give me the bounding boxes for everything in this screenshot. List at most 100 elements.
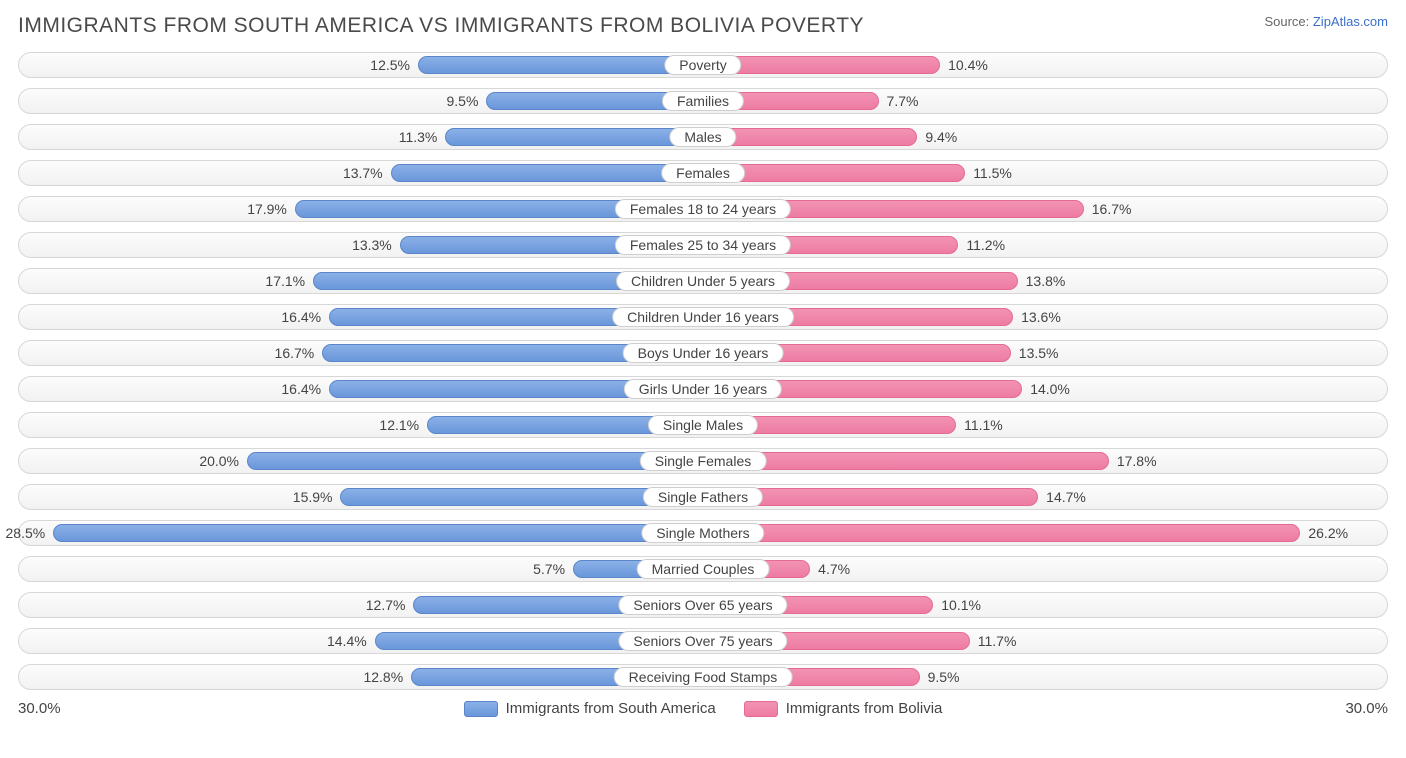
legend-item-right: Immigrants from Bolivia <box>744 700 943 717</box>
header: IMMIGRANTS FROM SOUTH AMERICA VS IMMIGRA… <box>18 14 1388 38</box>
axis-max-right: 30.0% <box>1345 700 1388 717</box>
bar-track: 16.4% 14.0% Girls Under 16 years <box>18 376 1388 402</box>
bar-value-left: 20.0% <box>202 449 247 473</box>
bar-value-right: 14.7% <box>1038 485 1083 509</box>
bar-track: 16.7% 13.5% Boys Under 16 years <box>18 340 1388 366</box>
category-label: Children Under 5 years <box>616 271 790 291</box>
category-label: Receiving Food Stamps <box>614 667 793 687</box>
source-link[interactable]: ZipAtlas.com <box>1313 14 1388 29</box>
bar-value-right: 9.4% <box>917 125 962 149</box>
bar-half-left: 15.9% <box>19 485 703 509</box>
category-label: Children Under 16 years <box>612 307 794 327</box>
diverging-bar-chart: 12.5%10.4%Poverty9.5%7.7%Families11.3%9.… <box>18 52 1388 690</box>
bar-value-left: 16.4% <box>284 377 329 401</box>
bar-value-right: 17.8% <box>1109 449 1154 473</box>
bar-value-right: 11.1% <box>956 413 1001 437</box>
bar-value-right: 16.7% <box>1084 197 1129 221</box>
bar-value-left: 17.9% <box>250 197 295 221</box>
category-label: Seniors Over 75 years <box>618 631 787 651</box>
bar-half-left: 16.4% <box>19 305 703 329</box>
bar-track: 12.1% 11.1% Single Males <box>18 412 1388 438</box>
bar-value-right: 11.7% <box>970 629 1015 653</box>
bar-right <box>703 524 1300 542</box>
bar-half-right: 7.7% <box>703 89 1387 113</box>
bar-value-right: 10.1% <box>933 593 978 617</box>
bar-half-left: 20.0% <box>19 449 703 473</box>
category-label: Single Mothers <box>641 523 764 543</box>
bar-value-left: 28.5% <box>8 521 53 545</box>
bar-value-right: 14.0% <box>1022 377 1067 401</box>
bar-value-right: 10.4% <box>940 53 985 77</box>
bar-half-left: 17.1% <box>19 269 703 293</box>
bar-track: 12.8%9.5%Receiving Food Stamps <box>18 664 1388 690</box>
bar-value-right: 26.2% <box>1300 521 1345 545</box>
bar-value-right: 11.5% <box>965 161 1010 185</box>
axis-max-left: 30.0% <box>18 700 61 717</box>
bar-half-left: 12.1% <box>19 413 703 437</box>
bar-track: 12.5%10.4%Poverty <box>18 52 1388 78</box>
category-label: Single Fathers <box>643 487 763 507</box>
bar-value-right: 13.8% <box>1018 269 1063 293</box>
bar-half-right: 4.7% <box>703 557 1387 581</box>
bar-half-left: 16.7% <box>19 341 703 365</box>
bar-value-left: 13.7% <box>346 161 391 185</box>
legend-label-right: Immigrants from Bolivia <box>786 700 943 717</box>
bar-value-left: 9.5% <box>441 89 486 113</box>
bar-half-right: 17.8% <box>703 449 1387 473</box>
bar-half-right: 9.5% <box>703 665 1387 689</box>
bar-half-right: 13.5% <box>703 341 1387 365</box>
bar-track: 9.5% 7.7% Families <box>18 88 1388 114</box>
legend-label-left: Immigrants from South America <box>506 700 716 717</box>
bar-half-left: 13.3% <box>19 233 703 257</box>
bar-track: 5.7% 4.7% Married Couples <box>18 556 1388 582</box>
bar-track: 16.4%13.6%Children Under 16 years <box>18 304 1388 330</box>
bar-left <box>53 524 703 542</box>
bar-half-right: 9.4% <box>703 125 1387 149</box>
bar-left <box>247 452 703 470</box>
bar-half-left: 12.8% <box>19 665 703 689</box>
category-label: Seniors Over 65 years <box>618 595 787 615</box>
category-label: Males <box>669 127 736 147</box>
bar-track: 15.9% 14.7% Single Fathers <box>18 484 1388 510</box>
bar-half-left: 12.5% <box>19 53 703 77</box>
bar-half-left: 13.7% <box>19 161 703 185</box>
bar-value-right: 4.7% <box>810 557 855 581</box>
category-label: Girls Under 16 years <box>624 379 782 399</box>
bar-value-left: 17.1% <box>268 269 313 293</box>
legend-swatch-blue <box>464 701 498 717</box>
bar-track: 28.5%26.2%Single Mothers <box>18 520 1388 546</box>
category-label: Single Females <box>640 451 767 471</box>
bar-half-left: 17.9% <box>19 197 703 221</box>
bar-half-right: 11.2% <box>703 233 1387 257</box>
bar-half-right: 14.7% <box>703 485 1387 509</box>
bar-half-left: 9.5% <box>19 89 703 113</box>
bar-value-left: 11.3% <box>400 125 445 149</box>
bar-track: 13.3%11.2%Females 25 to 34 years <box>18 232 1388 258</box>
bar-half-left: 14.4% <box>19 629 703 653</box>
bar-track: 14.4% 11.7% Seniors Over 75 years <box>18 628 1388 654</box>
bar-half-left: 11.3% <box>19 125 703 149</box>
category-label: Single Males <box>648 415 758 435</box>
bar-half-right: 13.8% <box>703 269 1387 293</box>
bar-half-right: 10.4% <box>703 53 1387 77</box>
bar-half-right: 14.0% <box>703 377 1387 401</box>
bar-track: 12.7%10.1%Seniors Over 65 years <box>18 592 1388 618</box>
bar-value-left: 16.4% <box>284 305 329 329</box>
bar-half-right: 16.7% <box>703 197 1387 221</box>
bar-value-left: 5.7% <box>528 557 573 581</box>
category-label: Females 18 to 24 years <box>615 199 791 219</box>
bar-value-right: 7.7% <box>879 89 924 113</box>
bar-half-right: 11.1% <box>703 413 1387 437</box>
legend-item-left: Immigrants from South America <box>464 700 716 717</box>
bar-track: 17.1% 13.8% Children Under 5 years <box>18 268 1388 294</box>
bar-track: 17.9% 16.7% Females 18 to 24 years <box>18 196 1388 222</box>
bar-value-right: 13.5% <box>1011 341 1056 365</box>
source-prefix: Source: <box>1264 14 1312 29</box>
category-label: Boys Under 16 years <box>623 343 784 363</box>
category-label: Families <box>662 91 744 111</box>
category-label: Married Couples <box>637 559 770 579</box>
bar-track: 13.7%11.5%Females <box>18 160 1388 186</box>
bar-half-right: 11.5% <box>703 161 1387 185</box>
bar-value-left: 15.9% <box>295 485 340 509</box>
bar-half-left: 16.4% <box>19 377 703 401</box>
